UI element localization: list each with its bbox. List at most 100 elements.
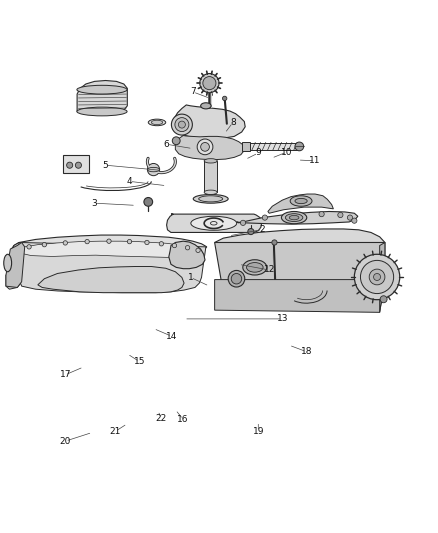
Text: 3: 3 — [92, 199, 97, 208]
Ellipse shape — [228, 270, 245, 287]
Polygon shape — [215, 229, 385, 252]
Ellipse shape — [193, 195, 228, 203]
Circle shape — [63, 241, 67, 245]
Text: 2: 2 — [260, 225, 265, 234]
Circle shape — [67, 162, 73, 168]
Circle shape — [380, 296, 387, 303]
Ellipse shape — [148, 167, 159, 172]
Ellipse shape — [199, 196, 223, 202]
Polygon shape — [268, 194, 333, 213]
Polygon shape — [175, 135, 244, 159]
Ellipse shape — [77, 107, 127, 116]
Bar — [242, 142, 251, 151]
Circle shape — [319, 212, 324, 217]
Polygon shape — [77, 80, 127, 114]
Ellipse shape — [204, 190, 217, 195]
Circle shape — [172, 244, 177, 248]
Polygon shape — [6, 243, 25, 289]
Text: 14: 14 — [166, 332, 177, 341]
Polygon shape — [380, 243, 385, 312]
Ellipse shape — [290, 196, 312, 206]
Circle shape — [197, 139, 213, 155]
Polygon shape — [166, 214, 262, 232]
Ellipse shape — [247, 263, 263, 272]
Text: 13: 13 — [276, 314, 288, 324]
Ellipse shape — [175, 118, 189, 132]
Circle shape — [248, 229, 254, 235]
Polygon shape — [173, 105, 245, 139]
Circle shape — [200, 74, 219, 93]
Circle shape — [201, 142, 209, 151]
Circle shape — [107, 239, 111, 244]
Text: 4: 4 — [127, 177, 132, 186]
Circle shape — [42, 243, 46, 247]
Circle shape — [196, 248, 200, 253]
Text: 7: 7 — [190, 87, 196, 96]
Circle shape — [145, 240, 149, 245]
Text: 18: 18 — [300, 347, 312, 356]
Text: 11: 11 — [309, 156, 321, 165]
Ellipse shape — [151, 120, 162, 125]
Text: 21: 21 — [110, 427, 121, 436]
Ellipse shape — [4, 254, 12, 272]
Circle shape — [347, 215, 353, 220]
Text: 9: 9 — [255, 149, 261, 157]
Text: 22: 22 — [156, 414, 167, 423]
Text: 8: 8 — [230, 118, 236, 127]
Ellipse shape — [171, 114, 192, 135]
Text: 12: 12 — [264, 265, 275, 274]
Circle shape — [159, 241, 163, 246]
Text: 10: 10 — [281, 148, 293, 157]
Circle shape — [272, 240, 277, 245]
Circle shape — [127, 239, 132, 244]
Circle shape — [144, 198, 152, 206]
Polygon shape — [6, 243, 25, 287]
Circle shape — [295, 142, 304, 151]
Circle shape — [369, 269, 385, 285]
Ellipse shape — [286, 214, 303, 222]
Bar — [251, 142, 299, 150]
Polygon shape — [215, 280, 385, 312]
Ellipse shape — [178, 121, 185, 128]
Circle shape — [374, 273, 381, 280]
Ellipse shape — [231, 273, 242, 284]
Circle shape — [262, 215, 268, 220]
Polygon shape — [38, 266, 184, 293]
Circle shape — [148, 164, 159, 176]
Circle shape — [27, 245, 31, 249]
Polygon shape — [215, 243, 385, 290]
Text: 20: 20 — [60, 437, 71, 446]
Text: 17: 17 — [60, 370, 71, 379]
Polygon shape — [12, 235, 207, 253]
Circle shape — [85, 239, 89, 244]
Text: 6: 6 — [164, 140, 170, 149]
Circle shape — [352, 218, 357, 223]
Text: 5: 5 — [102, 161, 108, 169]
Bar — [204, 161, 217, 192]
Circle shape — [360, 261, 394, 294]
Ellipse shape — [295, 198, 307, 204]
Circle shape — [185, 246, 190, 250]
Ellipse shape — [282, 212, 307, 224]
Circle shape — [240, 220, 246, 225]
Polygon shape — [169, 241, 205, 269]
Ellipse shape — [243, 260, 267, 275]
Text: 15: 15 — [134, 357, 145, 366]
Ellipse shape — [148, 119, 166, 126]
Circle shape — [203, 77, 216, 90]
Text: 1: 1 — [188, 273, 194, 282]
Ellipse shape — [201, 103, 211, 109]
Ellipse shape — [204, 159, 217, 163]
Text: 19: 19 — [253, 427, 264, 436]
Ellipse shape — [289, 215, 299, 220]
Text: 16: 16 — [177, 415, 189, 424]
Circle shape — [75, 162, 81, 168]
Polygon shape — [21, 241, 202, 257]
Ellipse shape — [77, 85, 127, 94]
Circle shape — [223, 96, 227, 101]
Circle shape — [172, 137, 180, 144]
Polygon shape — [17, 243, 206, 293]
Polygon shape — [237, 212, 358, 224]
Bar — [63, 155, 89, 173]
Circle shape — [354, 254, 400, 300]
